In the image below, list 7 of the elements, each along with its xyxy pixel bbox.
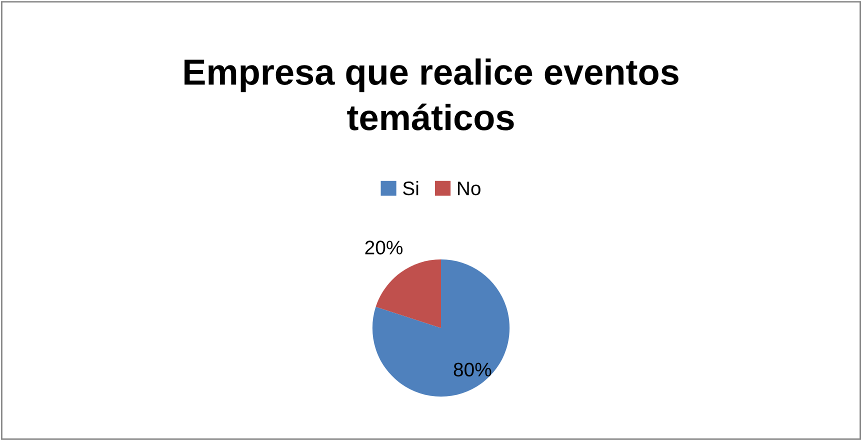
pie-slice [372,259,510,397]
pie-slice [376,259,441,328]
chart-title: Empresa que realice eventos temáticos [184,58,678,130]
legend-label: No [458,182,480,196]
legend-label: Si [403,180,418,196]
data-label: 80% [454,362,492,376]
data-label: 20% [365,240,403,254]
